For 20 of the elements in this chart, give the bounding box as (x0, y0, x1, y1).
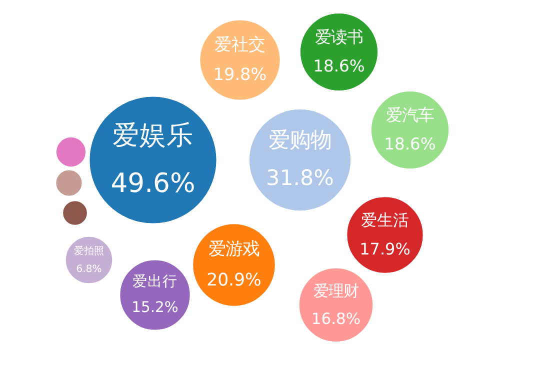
category-label: 爱拍照 (74, 245, 104, 258)
category-label: 爱读书 (315, 27, 363, 46)
data-label: 19.8% (213, 64, 267, 84)
data-label: 20.9% (206, 270, 262, 290)
category-label: 爱购物 (268, 128, 332, 153)
category-label: 爱理财 (314, 282, 358, 300)
category-label: 爱娱乐 (112, 120, 194, 152)
category-label: 爱游戏 (208, 240, 260, 260)
category-label: 爱汽车 (386, 105, 434, 124)
data-label: 18.6% (384, 134, 436, 154)
category-label: 爱社交 (214, 34, 266, 54)
category-label: 爱出行 (132, 272, 178, 290)
data-label: 6.8% (76, 264, 102, 275)
data-label: 17.9% (360, 239, 410, 258)
category-label: 爱生活 (361, 210, 409, 230)
data-label: 15.2% (132, 299, 178, 316)
data-label: 49.6% (110, 168, 196, 199)
data-label: 31.8% (266, 166, 334, 192)
data-label: 18.6% (313, 56, 365, 76)
data-label: 16.8% (311, 310, 361, 328)
